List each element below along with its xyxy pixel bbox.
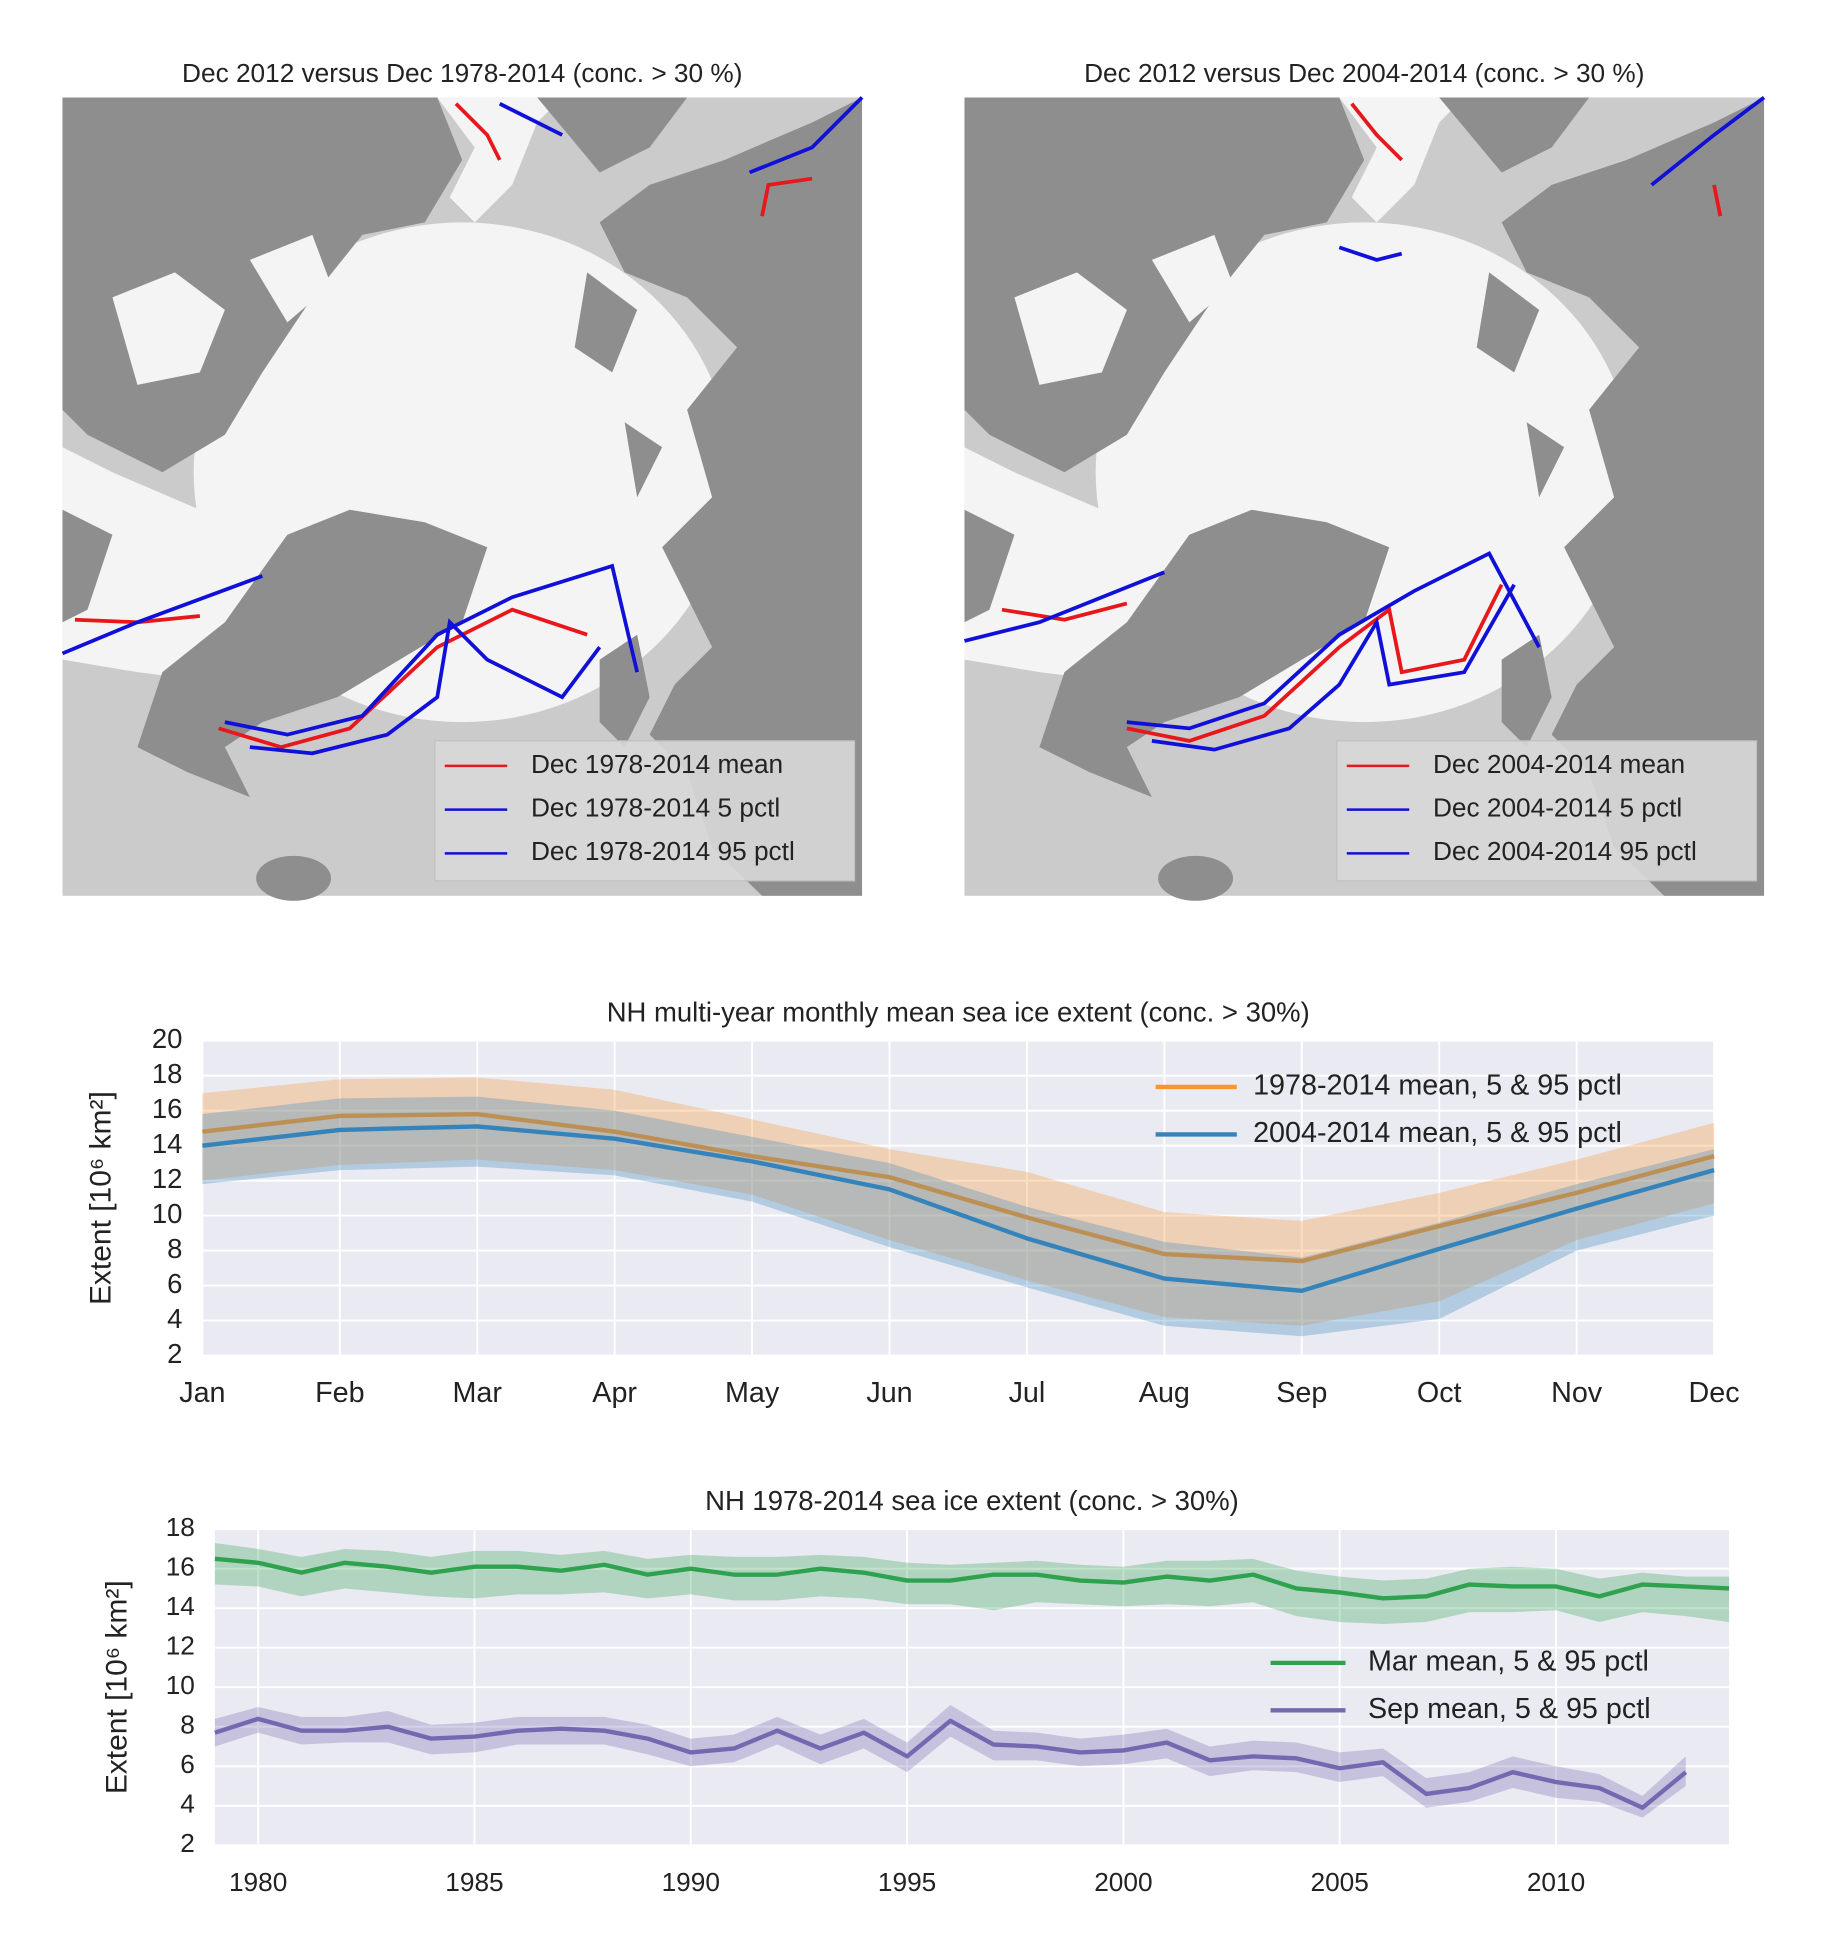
y-tick-label: 2 [180, 1828, 195, 1858]
x-tick-label: Aug [1139, 1377, 1190, 1409]
x-tick-label: Sep [1276, 1377, 1327, 1409]
x-tick-label: 1985 [445, 1867, 503, 1897]
legend-label: 1978-2014 mean, 5 & 95 pctl [1253, 1070, 1622, 1102]
legend-label: Dec 1978-2014 mean [531, 749, 783, 779]
legend-label: Dec 2004-2014 95 pctl [1433, 836, 1697, 866]
y-tick-label: 18 [152, 1058, 183, 1089]
y-tick-label: 6 [180, 1749, 195, 1779]
y-tick-label: 18 [166, 1512, 195, 1542]
x-tick-label: 2000 [1094, 1867, 1152, 1897]
x-tick-label: 2010 [1527, 1867, 1585, 1897]
y-tick-label: 8 [167, 1233, 182, 1264]
legend-label: Dec 2004-2014 mean [1433, 749, 1685, 779]
map-title: Dec 2012 versus Dec 1978-2014 (conc. > 3… [182, 58, 742, 88]
map-title: Dec 2012 versus Dec 2004-2014 (conc. > 3… [1084, 58, 1644, 88]
x-tick-label: Jul [1009, 1377, 1046, 1409]
x-tick-label: 1980 [229, 1867, 287, 1897]
legend-label: Mar mean, 5 & 95 pctl [1368, 1645, 1649, 1677]
x-tick-label: Dec [1689, 1377, 1740, 1409]
x-tick-label: Jan [179, 1377, 225, 1409]
y-tick-label: 10 [152, 1198, 183, 1229]
legend-label: Dec 2004-2014 5 pctl [1433, 793, 1682, 823]
x-tick-label: 1995 [878, 1867, 936, 1897]
y-tick-label: 12 [152, 1163, 183, 1194]
line [214, 1716, 1688, 1810]
line [214, 1556, 1730, 1601]
y-tick-label: 6 [167, 1268, 182, 1299]
map-edges [61, 96, 864, 756]
y-tick-label: 8 [180, 1710, 195, 1740]
x-tick-label: May [725, 1377, 780, 1409]
map-edges [964, 95, 1766, 752]
map-panel [964, 95, 1766, 901]
band [214, 1705, 1686, 1818]
line [202, 1124, 1715, 1294]
y-tick-label: 16 [166, 1552, 195, 1582]
legend-label: Dec 1978-2014 95 pctl [531, 836, 795, 866]
x-tick-label: Nov [1551, 1377, 1603, 1409]
x-tick-label: Mar [453, 1377, 503, 1409]
x-tick-label: Feb [315, 1377, 365, 1409]
legend-label: Dec 1978-2014 5 pctl [531, 793, 780, 823]
band [202, 1096, 1715, 1337]
chart-title: NH multi-year monthly mean sea ice exten… [607, 997, 1310, 1028]
legend-label: Sep mean, 5 & 95 pctl [1368, 1693, 1651, 1725]
line [202, 1111, 1715, 1264]
x-tick-label: 1990 [662, 1867, 720, 1897]
y-tick-label: 2 [167, 1338, 182, 1369]
band [202, 1077, 1715, 1326]
legend-label: 2004-2014 mean, 5 & 95 pctl [1253, 1117, 1622, 1149]
y-tick-label: 4 [180, 1789, 195, 1819]
band [214, 1543, 1730, 1625]
y-axis-label: Extent [10⁶ km²] [84, 1091, 117, 1305]
x-tick-label: Jun [866, 1377, 912, 1409]
x-tick-label: Apr [592, 1377, 637, 1409]
y-tick-label: 10 [166, 1670, 195, 1700]
y-tick-label: 14 [166, 1591, 195, 1621]
y-tick-label: 12 [166, 1631, 195, 1661]
y-tick-label: 14 [152, 1128, 183, 1159]
y-tick-label: 16 [152, 1093, 183, 1124]
y-tick-label: 20 [152, 1023, 183, 1054]
x-tick-label: Oct [1417, 1377, 1462, 1409]
chart-title: NH 1978-2014 sea ice extent (conc. > 30%… [705, 1485, 1239, 1516]
legend-box [434, 740, 856, 882]
x-tick-label: 2005 [1311, 1867, 1369, 1897]
y-axis-label: Extent [10⁶ km²] [101, 1580, 134, 1794]
y-tick-label: 4 [167, 1303, 182, 1334]
map-panel [61, 96, 864, 901]
